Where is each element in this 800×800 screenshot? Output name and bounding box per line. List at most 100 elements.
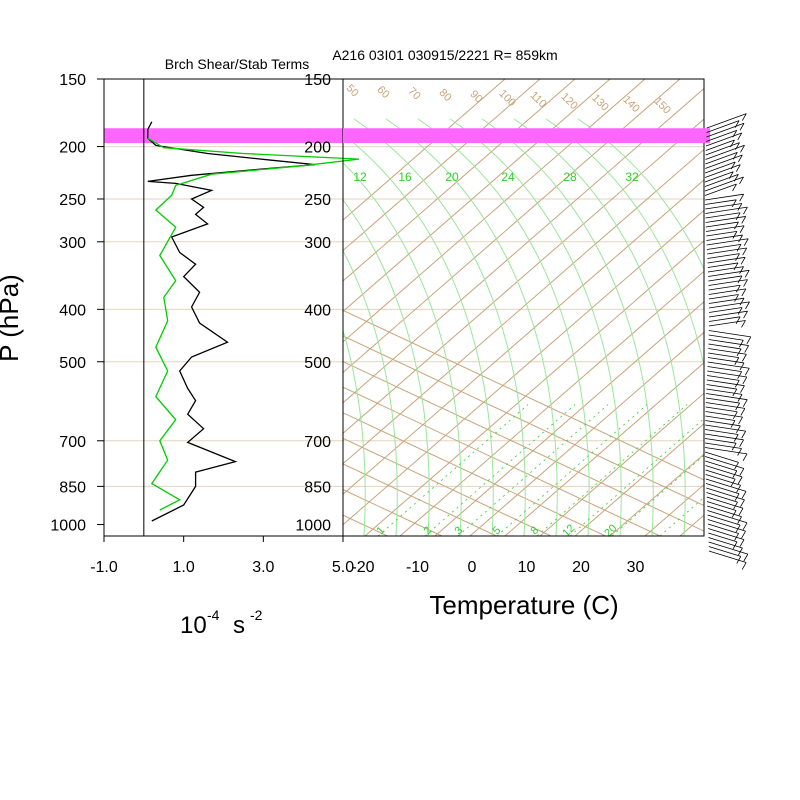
dry-adiabat [750,79,800,536]
wind-barb-flag [743,238,749,246]
wind-barb-flag [743,553,749,562]
wind-barb [704,164,741,178]
wind-barb-flag [732,183,737,192]
dry-adiabat-label: 50 [344,82,361,99]
wind-barb [708,307,743,315]
shear-x-tick-labels: -1.0 1.0 3.0 5.0 [90,536,354,576]
wind-barb-staff [706,120,740,133]
skewt-pressure-label: 1000 [295,518,331,535]
moist-adiabat-label: 24 [501,170,515,184]
moist-adiabat [343,249,398,536]
wind-barb-staff [708,339,749,346]
dry-adiabat-label: 110 [528,89,549,110]
wind-barb-staff [705,151,738,165]
wind-barb-staff [706,501,737,511]
dry-adiabat-label: 100 [496,88,517,109]
temperature-tick-label: 0 [468,559,477,576]
wind-barb-staff [708,546,741,557]
isotherm [343,309,704,481]
wind-barb [706,122,745,138]
wind-barb-staff [708,343,742,350]
wind-barb-staff [708,307,743,313]
wind-barb [705,144,745,160]
wind-barb-flag [739,123,745,131]
skewt-pressure-label: 300 [304,235,331,252]
wind-barb [705,132,743,147]
wind-barb-staff [708,528,745,540]
wind-barb-flag [735,285,741,293]
skewt-grid [343,79,800,536]
shear-x-label-base: 10 [180,612,207,639]
dry-adiabat [539,392,704,536]
wind-barb-staff [705,142,740,156]
wind-barb-flag [740,145,745,153]
isotherm [343,412,606,536]
moist-adiabat-label: 28 [563,170,577,184]
dry-adiabat-label: 70 [406,85,423,102]
wind-barb-flag [741,288,747,297]
wind-barb [708,352,740,365]
wind-barb-staff [707,247,747,255]
wind-barb-flag [734,294,739,302]
wind-barb-flag [742,522,748,530]
wind-barb-staff [705,478,747,492]
wind-barb-staff [707,262,739,268]
moist-adiabat [449,118,622,536]
wind-barb-flag [742,354,747,362]
wind-barb [706,379,745,393]
wind-barb [708,294,739,302]
moist-adiabat [385,118,558,536]
wind-barb [705,460,738,478]
dry-adiabat [644,483,704,536]
wind-barb-staff [704,183,737,196]
wind-barb-staff [706,496,744,509]
mixing-ratio-label: 20 [602,522,619,539]
wind-barb [707,366,742,379]
dry-adiabat-label: 150 [651,95,672,116]
shear-x-axis-label: 10 -4 s -2 [180,607,263,639]
wind-barb-staff [707,505,742,518]
wind-barb [705,206,748,215]
wind-barb-staff [708,320,746,327]
wind-barb [705,406,738,419]
wind-barb-flag [741,430,747,439]
dry-adiabat-label: 120 [558,91,579,112]
wind-barb-staff [705,483,740,495]
mixing-ratio-line [457,404,609,536]
wind-barb [705,225,745,233]
dry-adiabat [343,79,646,343]
moist-adiabat [417,118,590,536]
wind-barb-staff [705,456,744,469]
wind-barb-staff [706,384,737,390]
wind-barb-flag [735,253,740,261]
wind-barb-flag [740,499,745,508]
wind-barb [708,275,743,284]
wind-barb [708,284,741,293]
dry-adiabat [343,179,704,495]
dry-adiabat [574,423,704,536]
wind-barb [705,478,747,499]
wind-barb-staff [705,429,739,435]
wind-barb-staff [707,514,741,526]
wind-barb-staff [706,129,737,142]
wind-barb-staff [706,230,737,237]
pressure-tick-label: 300 [59,235,86,252]
dry-adiabat [343,87,704,404]
wind-barb [706,243,742,252]
wind-barb-staff [705,199,737,205]
wind-barb-flag [743,279,748,287]
wind-barb-flag [741,491,747,499]
wind-barb [706,393,748,407]
wind-barb-staff [706,238,749,246]
wind-barb [708,316,741,324]
skewt-pressure-label: 200 [304,140,331,157]
mixing-ratio-line [569,418,704,536]
isotherm [343,361,704,532]
wind-barb-staff [708,352,739,359]
wind-barb [705,221,739,230]
wind-barb-staff [705,402,745,409]
wind-barb-staff [704,164,741,178]
isotherm [343,386,661,536]
temperature-tick-labels: -20 -10 0 10 20 30 [351,559,644,576]
wind-barb-staff [707,361,750,369]
